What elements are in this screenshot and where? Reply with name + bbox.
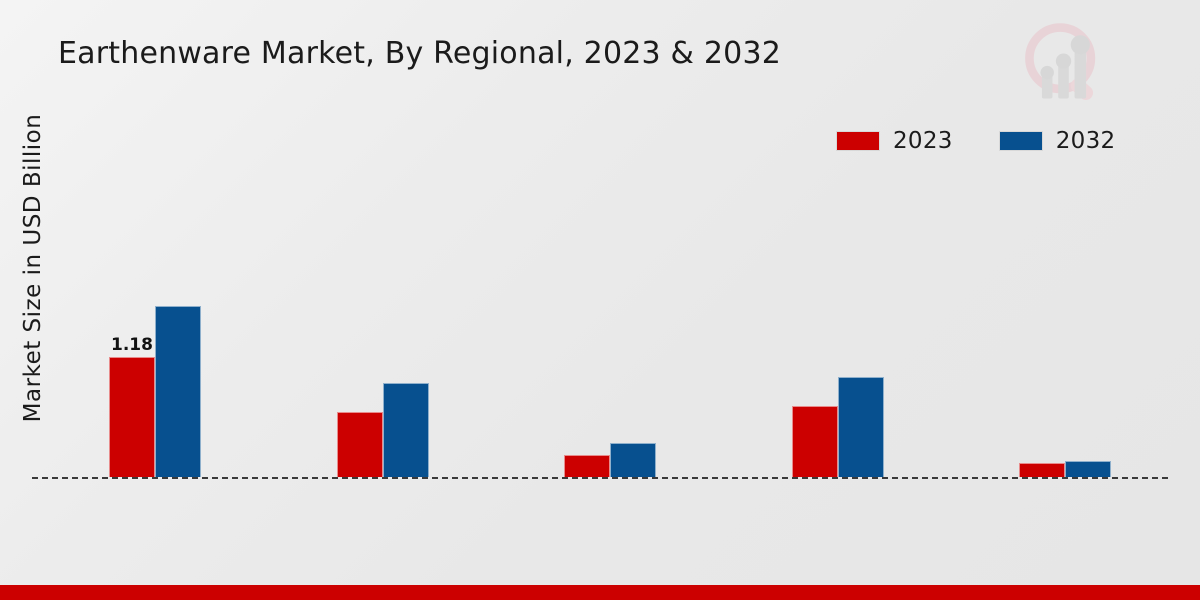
bar-2032[interactable] <box>838 377 884 477</box>
footer-accent-strip <box>0 585 1200 600</box>
chart-title: Earthenware Market, By Regional, 2023 & … <box>58 36 782 71</box>
bar-2032[interactable] <box>610 443 656 477</box>
legend: 2023 2032 <box>836 128 1115 154</box>
bar-pair <box>1019 177 1111 477</box>
x-axis-baseline <box>32 477 1168 479</box>
trend-dots-icon <box>1040 35 1090 80</box>
bar-value-label: 1.18 <box>111 334 153 355</box>
bar-2032[interactable] <box>383 383 429 477</box>
bar-pair <box>564 177 656 477</box>
bar-2023[interactable] <box>564 454 610 477</box>
legend-label-2032: 2032 <box>1055 128 1116 154</box>
legend-label-2023: 2023 <box>893 128 953 154</box>
bar-2032[interactable] <box>1065 460 1111 477</box>
legend-item-2032[interactable]: 2032 <box>998 128 1116 154</box>
bar-2023[interactable] <box>1019 462 1065 477</box>
bar-2023[interactable] <box>337 411 383 477</box>
watermark-logo <box>1016 16 1112 112</box>
legend-swatch-2032 <box>998 131 1043 151</box>
bar-pair: 1.18 <box>109 177 201 477</box>
bar-pair <box>792 177 884 477</box>
bar-chart-icon <box>1041 48 1087 99</box>
bar-2023[interactable] <box>792 405 838 477</box>
legend-swatch-2023 <box>836 131 880 151</box>
legend-item-2023[interactable]: 2023 <box>836 128 953 154</box>
bar-2023[interactable]: 1.18 <box>109 335 155 477</box>
bar-2032[interactable] <box>155 306 201 477</box>
bar-pair <box>337 177 429 477</box>
